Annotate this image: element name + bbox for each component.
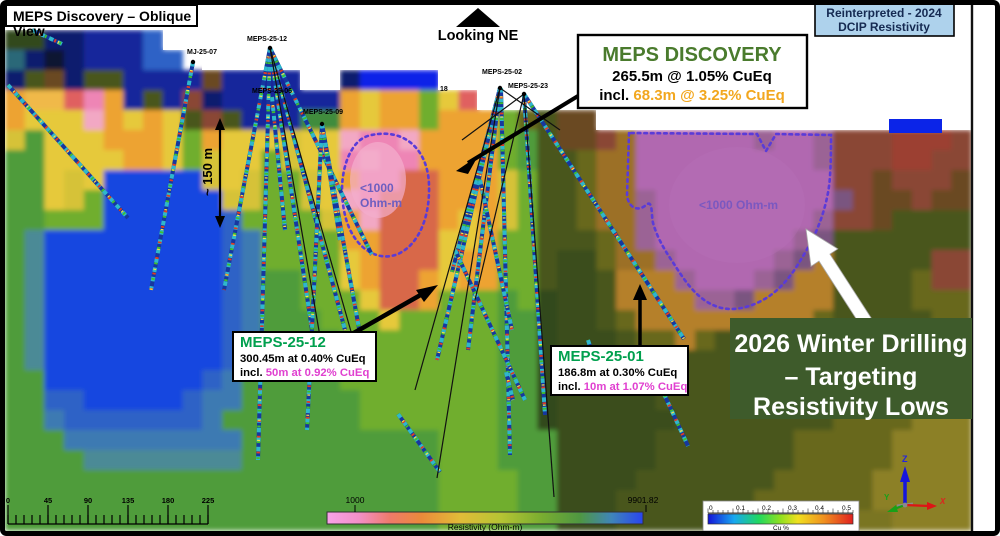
svg-text:MEPS-25-12: MEPS-25-12 xyxy=(247,36,287,43)
svg-text:0: 0 xyxy=(6,496,10,505)
svg-text:Ohm-m: Ohm-m xyxy=(360,196,402,210)
svg-text:Cu %: Cu % xyxy=(773,525,789,532)
svg-text:MJ-25-07: MJ-25-07 xyxy=(187,49,217,56)
svg-text:X: X xyxy=(939,497,946,506)
svg-text:225: 225 xyxy=(202,496,215,505)
svg-text:45: 45 xyxy=(44,496,52,505)
svg-text:18: 18 xyxy=(440,86,448,93)
svg-text:– Targeting: – Targeting xyxy=(785,363,918,391)
svg-text:0.4: 0.4 xyxy=(815,505,824,512)
svg-text:MEPS Discovery – Oblique: MEPS Discovery – Oblique xyxy=(13,8,191,24)
svg-text:2026 Winter Drilling: 2026 Winter Drilling xyxy=(734,330,967,358)
svg-text:Reinterpreted - 2024: Reinterpreted - 2024 xyxy=(826,6,942,20)
svg-text:MEPS-25-12: MEPS-25-12 xyxy=(240,334,326,351)
svg-text:9901.82: 9901.82 xyxy=(628,495,659,505)
svg-text:Z: Z xyxy=(902,454,908,464)
svg-text:incl. 68.3m @ 3.25% CuEq: incl. 68.3m @ 3.25% CuEq xyxy=(599,87,785,104)
svg-text:265.5m @ 1.05% CuEq: 265.5m @ 1.05% CuEq xyxy=(612,68,772,85)
svg-text:300.45m at 0.40% CuEq: 300.45m at 0.40% CuEq xyxy=(240,353,366,365)
svg-text:incl. 50m at 0.92% CuEq: incl. 50m at 0.92% CuEq xyxy=(240,367,369,379)
svg-text:<1000: <1000 xyxy=(360,181,394,195)
svg-text:Resistivity (Ohm-m): Resistivity (Ohm-m) xyxy=(448,522,523,532)
svg-text:1000: 1000 xyxy=(346,495,365,505)
svg-text:MEPS-25-06: MEPS-25-06 xyxy=(252,88,292,95)
svg-text:186.8m at 0.30% CuEq: 186.8m at 0.30% CuEq xyxy=(558,367,677,379)
svg-text:0.5: 0.5 xyxy=(842,505,851,512)
svg-text:Resistivity Lows: Resistivity Lows xyxy=(753,393,949,421)
svg-text:incl. 10m at 1.07% CuEq: incl. 10m at 1.07% CuEq xyxy=(558,381,687,393)
svg-text:<1000 Ohm-m: <1000 Ohm-m xyxy=(699,198,778,212)
svg-text:~ 150 m: ~ 150 m xyxy=(200,148,215,196)
svg-text:180: 180 xyxy=(162,496,175,505)
svg-text:0.3: 0.3 xyxy=(788,505,797,512)
svg-text:MEPS-25-09: MEPS-25-09 xyxy=(303,109,343,116)
svg-text:Y: Y xyxy=(884,493,890,502)
svg-text:MEPS-25-01: MEPS-25-01 xyxy=(558,348,644,365)
svg-text:135: 135 xyxy=(122,496,135,505)
svg-text:MEPS-25-02: MEPS-25-02 xyxy=(482,69,522,76)
svg-text:0.1: 0.1 xyxy=(736,505,745,512)
svg-text:0: 0 xyxy=(709,505,713,512)
svg-text:Looking NE: Looking NE xyxy=(438,28,519,44)
svg-text:MEPS-25-23: MEPS-25-23 xyxy=(508,83,548,90)
svg-text:View: View xyxy=(13,23,45,39)
svg-text:0.2: 0.2 xyxy=(762,505,771,512)
svg-text:MEPS DISCOVERY: MEPS DISCOVERY xyxy=(602,44,782,66)
svg-text:90: 90 xyxy=(84,496,92,505)
svg-text:DCIP Resistivity: DCIP Resistivity xyxy=(838,20,930,34)
